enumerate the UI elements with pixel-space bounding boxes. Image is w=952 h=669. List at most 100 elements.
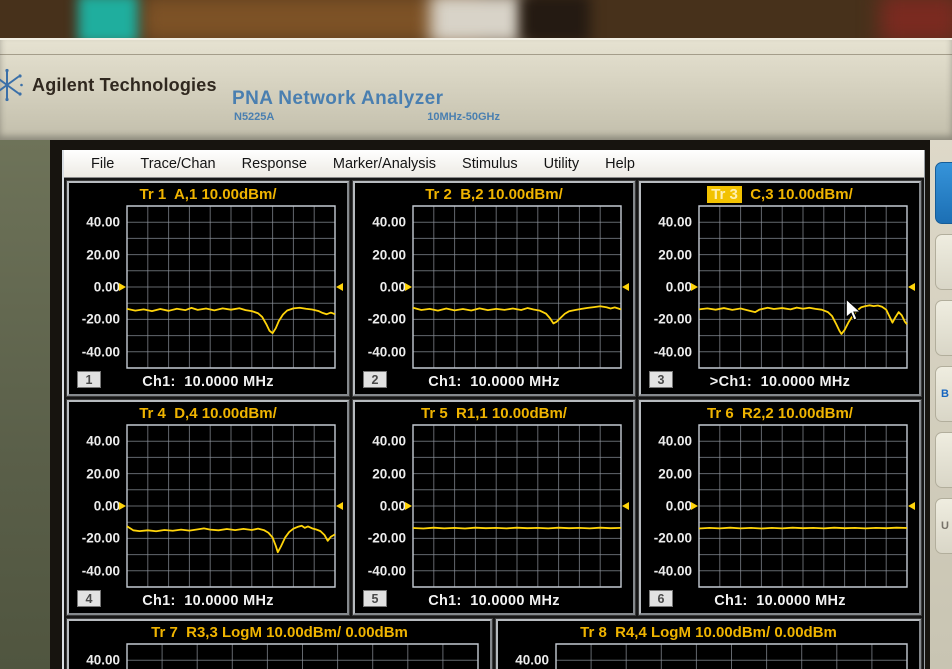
trace-window-6[interactable]: Tr 6 R2,2 10.00dBm/40.00 20.00 0.00 -20.00 -… — [639, 400, 921, 615]
channel-status: Ch1: 10.0000 MHz — [428, 593, 560, 609]
y-axis-label: 40.00 — [86, 433, 120, 449]
y-axis-label: 0.00 — [379, 279, 406, 295]
background-object — [78, 0, 138, 38]
trace-label: Tr 7 — [151, 624, 178, 641]
y-axis-label: 40.00 — [86, 652, 120, 668]
grid-plot — [699, 425, 907, 587]
window-number-badge: 4 — [77, 590, 101, 607]
panel-groove — [0, 54, 952, 55]
y-axis-label: -40.00 — [81, 344, 120, 360]
y-axis-label: 40.00 — [515, 652, 549, 668]
y-axis-label: 0.00 — [665, 498, 692, 514]
screen: File Trace/Chan Response Marker/Analysis Sti… — [62, 150, 925, 669]
window-row-2: Tr 4 D,4 10.00dBm/40.00 20.00 0.00 -20.00 -4… — [67, 400, 921, 615]
y-axis-label: 0.00 — [665, 279, 692, 295]
ref-level-marker-right — [336, 283, 343, 291]
trace-label: Tr 5 — [421, 405, 448, 422]
y-axis-label: -40.00 — [367, 344, 406, 360]
trace-window-2[interactable]: Tr 2 B,2 10.00dBm/40.00 20.00 0.00 -20.00 -4… — [353, 181, 635, 396]
grid-plot — [127, 425, 335, 587]
trace-title-5[interactable]: Tr 5 R1,1 10.00dBm/ — [355, 402, 633, 422]
y-axis-label: 0.00 — [93, 498, 120, 514]
menu-item-trace-chan[interactable]: Trace/Chan — [140, 155, 216, 172]
model-number: N5225A — [234, 111, 275, 123]
ref-level-marker-right — [908, 502, 915, 510]
ref-level-marker-left — [405, 502, 412, 510]
trace-params: C,3 10.00dBm/ — [741, 186, 853, 203]
trace-window-4[interactable]: Tr 4 D,4 10.00dBm/40.00 20.00 0.00 -20.00 -4… — [67, 400, 349, 615]
window-row-1: Tr 1 A,1 10.00dBm/40.00 20.00 0.00 -20.00 -4… — [67, 181, 921, 396]
grid-plot — [556, 644, 907, 669]
softkey-label: B — [941, 388, 949, 400]
trace-title-3[interactable]: Tr 3 C,3 10.00dBm/ — [641, 183, 919, 203]
background-object — [880, 0, 952, 38]
softkey-button-6[interactable]: U — [935, 498, 952, 554]
trace-window-1[interactable]: Tr 1 A,1 10.00dBm/40.00 20.00 0.00 -20.00 -4… — [67, 181, 349, 396]
grid-plot — [127, 644, 478, 669]
trace-window-3[interactable]: Tr 3 C,3 10.00dBm/40.00 20.00 0.00 -20.00 -4… — [639, 181, 921, 396]
background-object — [430, 0, 525, 38]
softkey-button-5[interactable] — [935, 432, 952, 488]
channel-status: Ch1: 10.0000 MHz — [714, 593, 846, 609]
plot-area-1: 40.00 20.00 0.00 -20.00 -40.00 — [82, 206, 343, 368]
ref-level-marker-left — [691, 502, 698, 510]
y-axis-label: 20.00 — [658, 247, 692, 263]
trace-window-5[interactable]: Tr 5 R1,1 10.00dBm/40.00 20.00 0.00 -20.00 -… — [353, 400, 635, 615]
trace-window-7[interactable]: Tr 7 R3,3 LogM 10.00dBm/ 0.00dBm 40.0020.… — [67, 619, 492, 669]
menu-item-help[interactable]: Help — [605, 155, 635, 172]
y-axis-label: 40.00 — [372, 214, 406, 230]
menu-item-stimulus[interactable]: Stimulus — [462, 155, 518, 172]
ref-level-marker-left — [119, 502, 126, 510]
trace-params: B,2 10.00dBm/ — [451, 186, 563, 203]
ambient-background — [0, 140, 50, 669]
window-number-badge: 3 — [649, 371, 673, 388]
grid-plot — [413, 206, 621, 368]
softkey-label: U — [941, 520, 949, 532]
trace-display: Tr 1 A,1 10.00dBm/40.00 20.00 0.00 -20.00 -4… — [64, 178, 924, 669]
trace-window-8[interactable]: Tr 8 R4,4 LogM 10.00dBm/ 0.00dBm 40.0020.… — [496, 619, 921, 669]
ref-level-marker-left — [119, 283, 126, 291]
plot-area-5: 40.00 20.00 0.00 -20.00 -40.00 — [368, 425, 629, 587]
product-block: PNA Network Analyzer N5225A 10MHz-50GHz — [232, 88, 500, 123]
y-axis-label: -40.00 — [81, 563, 120, 579]
channel-status: Ch1: 10.0000 MHz — [142, 374, 274, 390]
trace-params: R3,3 LogM 10.00dBm/ 0.00dBm — [177, 624, 408, 641]
trace-title-7[interactable]: Tr 7 R3,3 LogM 10.00dBm/ 0.00dBm — [69, 621, 490, 641]
softkey-button-2[interactable] — [935, 234, 952, 290]
trace-params: D,4 10.00dBm/ — [165, 405, 277, 422]
status-bar: 3 >Ch1: 10.0000 MHz — [641, 370, 919, 394]
menu-item-response[interactable]: Response — [241, 155, 307, 172]
menu-item-utility[interactable]: Utility — [543, 155, 580, 172]
y-axis-label: -40.00 — [653, 344, 692, 360]
menu-item-file[interactable]: File — [91, 155, 115, 172]
window-number-badge: 1 — [77, 371, 101, 388]
ref-level-marker-left — [405, 283, 412, 291]
trace-label: Tr 1 — [139, 186, 167, 203]
y-axis-label: 20.00 — [372, 247, 406, 263]
agilent-spark-icon — [0, 68, 23, 102]
menu-item-marker-analysis[interactable]: Marker/Analysis — [332, 155, 437, 172]
trace-title-4[interactable]: Tr 4 D,4 10.00dBm/ — [69, 402, 347, 422]
trace-title-8[interactable]: Tr 8 R4,4 LogM 10.00dBm/ 0.00dBm — [498, 621, 919, 641]
softkey-button-3[interactable] — [935, 300, 952, 356]
grid-plot — [127, 206, 335, 368]
ref-level-marker-right — [622, 283, 629, 291]
y-axis-label: 20.00 — [658, 466, 692, 482]
plot-area-6: 40.00 20.00 0.00 -20.00 -40.00 — [654, 425, 915, 587]
y-axis-label: 20.00 — [86, 466, 120, 482]
softkey-button-1[interactable] — [935, 162, 952, 224]
trace-title-1[interactable]: Tr 1 A,1 10.00dBm/ — [69, 183, 347, 203]
ref-level-marker-right — [622, 502, 629, 510]
grid-plot — [699, 206, 907, 368]
plot-area-3: 40.00 20.00 0.00 -20.00 -40.00 — [654, 206, 915, 368]
softkey-button-4[interactable]: B — [935, 366, 952, 422]
background-object — [140, 0, 480, 38]
trace-title-6[interactable]: Tr 6 R2,2 10.00dBm/ — [641, 402, 919, 422]
trace-params: R2,2 10.00dBm/ — [733, 405, 853, 422]
trace-title-2[interactable]: Tr 2 B,2 10.00dBm/ — [355, 183, 633, 203]
y-axis-label: -20.00 — [653, 311, 692, 327]
trace-label: Tr 8 — [580, 624, 607, 641]
y-axis-label: 0.00 — [93, 279, 120, 295]
status-bar: 4 Ch1: 10.0000 MHz — [69, 589, 347, 613]
